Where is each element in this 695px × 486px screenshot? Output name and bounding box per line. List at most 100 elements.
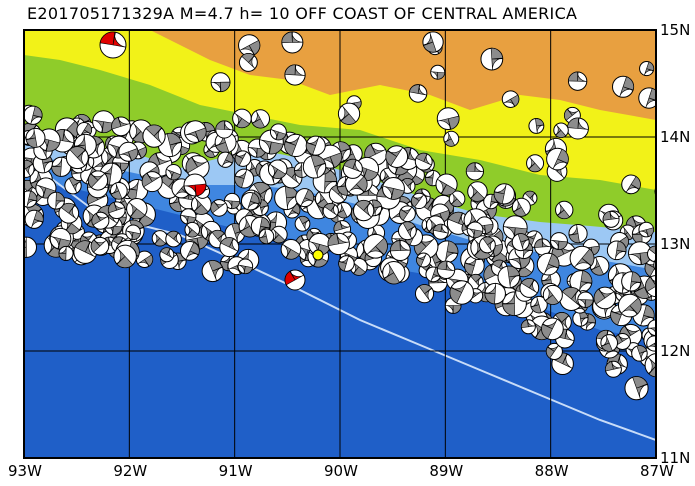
beachball-layer	[24, 31, 656, 401]
beachball-icon	[519, 278, 540, 298]
beachball-icon	[267, 159, 288, 179]
beachball-icon	[258, 228, 275, 245]
x-tick-label: 89W	[429, 462, 464, 480]
beachball-icon	[484, 282, 506, 305]
beachball-icon	[624, 376, 649, 401]
beachball-icon	[305, 135, 326, 156]
x-tick-label: 93W	[8, 462, 42, 480]
beachball-icon	[165, 230, 182, 248]
beachball-icon	[422, 31, 444, 53]
beachball-icon	[240, 191, 260, 211]
trench-line	[39, 169, 656, 441]
beachball-icon	[550, 232, 568, 250]
beachball-icon	[528, 118, 545, 134]
beachball-icon	[542, 284, 563, 305]
beachball-icon	[344, 172, 368, 196]
beachball-icon	[24, 190, 38, 208]
x-tick-label: 88W	[534, 462, 569, 480]
beachball-icon	[65, 146, 89, 170]
beachball-icon	[497, 265, 521, 289]
beachball-icon	[530, 295, 548, 314]
beachball-icon	[638, 87, 656, 109]
map-title: E201705171329A M=4.7 h= 10 OFF COAST OF …	[27, 4, 578, 23]
beachball-icon	[389, 240, 411, 262]
beachball-icon	[399, 205, 416, 223]
beachball-icon	[25, 127, 46, 148]
beachball-icon	[593, 286, 617, 310]
beachball-icon	[408, 84, 428, 103]
y-tick-label: 11N	[660, 449, 691, 467]
beachball-icon	[238, 52, 258, 72]
beachball-icon	[432, 223, 449, 240]
beachball-icon	[135, 250, 154, 269]
beachball-icon	[201, 260, 224, 283]
beachball-icon	[589, 256, 610, 276]
beachball-icon	[281, 31, 304, 54]
beachball-icon	[568, 223, 588, 244]
beachball-icon	[99, 31, 127, 59]
beachball-icon	[284, 64, 306, 86]
beachball-icon	[416, 252, 432, 268]
beachball-icon	[270, 225, 288, 244]
beachball-icon	[142, 124, 166, 148]
beachball-icon	[363, 233, 388, 259]
beachball-icon	[327, 232, 350, 256]
beachball-icon	[24, 209, 44, 229]
beachball-icon	[604, 360, 622, 378]
beachball-icon	[567, 71, 588, 91]
beachball-icon	[87, 170, 109, 191]
beachball-icon	[646, 335, 656, 352]
beachball-icon	[501, 90, 520, 108]
beachball-icon	[92, 110, 116, 134]
beachball-icon	[64, 177, 82, 195]
beachball-icon	[126, 197, 148, 220]
beachball-icon	[606, 240, 627, 261]
beachball-icon	[185, 155, 210, 180]
beachball-icon	[58, 245, 74, 261]
beachball-icon	[111, 116, 131, 137]
beachball-icon	[631, 345, 648, 362]
beachball-icon	[566, 117, 589, 140]
beachball-icon	[295, 188, 315, 208]
beachball-icon	[342, 158, 363, 179]
beachball-icon	[493, 183, 515, 205]
x-tick-label: 87W	[640, 462, 674, 480]
beachball-icon	[536, 252, 560, 276]
beachball-icon	[302, 155, 327, 179]
beachball-icon	[541, 317, 564, 341]
beachball-icon	[165, 163, 182, 181]
beachball-icon	[47, 191, 65, 210]
beachball-icon	[448, 190, 466, 208]
highland	[150, 30, 656, 120]
beachball-icon	[602, 210, 620, 228]
beachball-icon	[465, 162, 485, 181]
beachball-icon	[555, 200, 574, 220]
map-frame	[23, 29, 657, 459]
beachball-icon	[232, 108, 252, 129]
x-tick-label: 92W	[113, 462, 148, 480]
beachball-icon	[237, 258, 254, 275]
beachball-icon	[234, 150, 252, 167]
beachball-icon	[76, 122, 93, 138]
beachball-icon	[612, 75, 635, 98]
beachball-icon	[125, 224, 141, 241]
beachball-icon	[113, 244, 137, 269]
beachball-icon	[436, 107, 460, 131]
beachball-icon	[294, 215, 311, 232]
beachball-icon	[385, 145, 409, 168]
beachball-icon	[49, 227, 72, 250]
beachball-icon	[617, 293, 642, 318]
beachball-icon	[24, 105, 43, 125]
beachball-icon	[91, 211, 110, 230]
beachball-icon	[338, 255, 355, 272]
beachball-icon	[219, 237, 240, 258]
y-tick-label: 15N	[660, 21, 691, 39]
beachball-icon	[284, 269, 306, 291]
beachball-icon	[223, 192, 241, 210]
beachball-icon	[569, 245, 595, 271]
y-tick-label: 12N	[660, 342, 691, 360]
beachball-icon	[621, 271, 642, 292]
beachball-icon	[109, 181, 128, 200]
beachball-icon	[644, 353, 656, 378]
